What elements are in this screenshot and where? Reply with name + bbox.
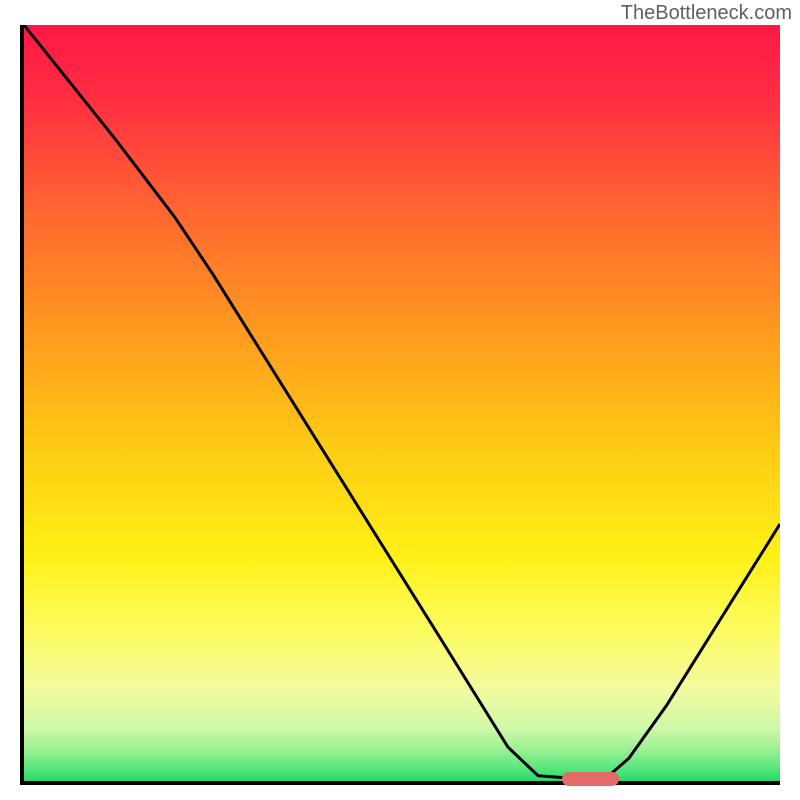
bottleneck-curve [24, 25, 780, 781]
bottleneck-chart [20, 25, 780, 785]
watermark-text: TheBottleneck.com [621, 2, 792, 25]
optimal-marker [562, 772, 619, 786]
